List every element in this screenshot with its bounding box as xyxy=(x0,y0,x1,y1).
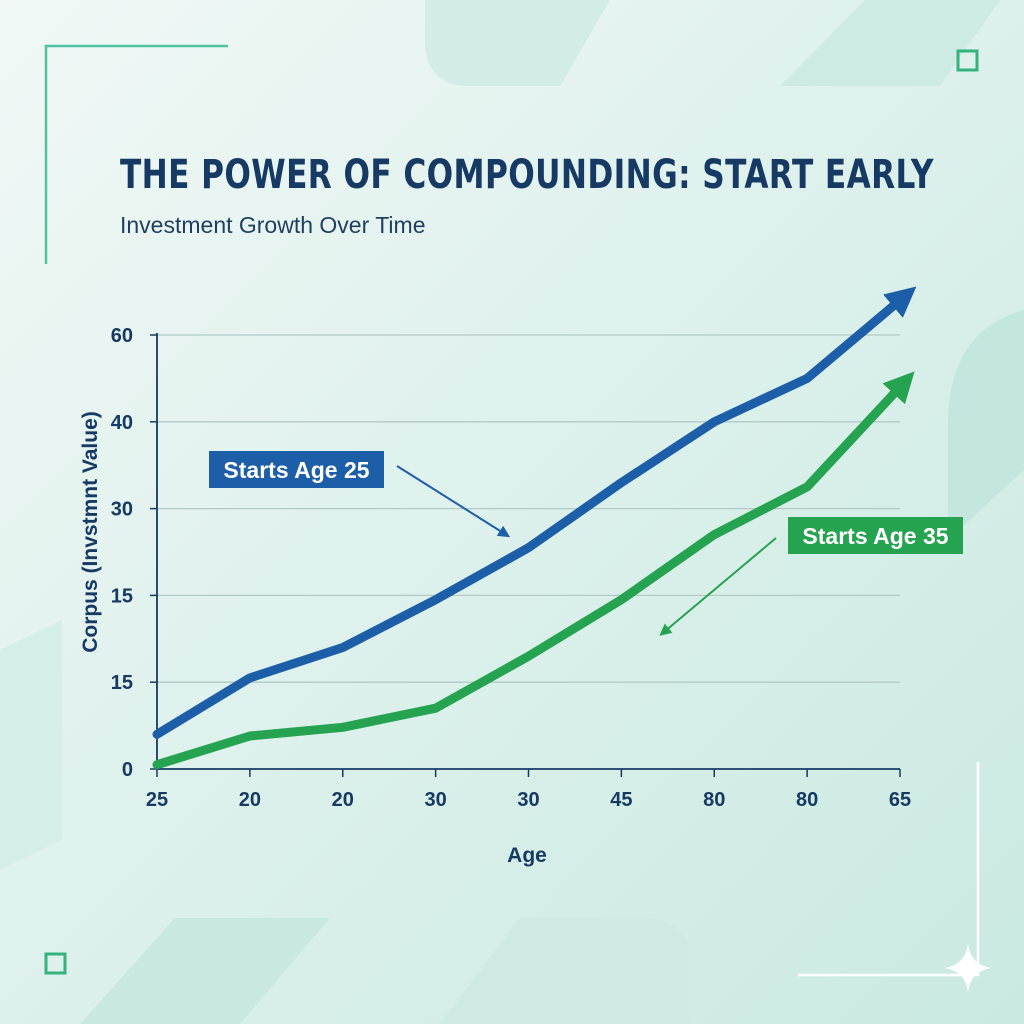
square-icon xyxy=(956,49,979,72)
background-shape-left xyxy=(0,620,62,870)
x-tick-label: 80 xyxy=(703,789,725,811)
background-shape-top-right xyxy=(780,0,1000,86)
data-point xyxy=(435,708,436,709)
corner-bracket-bottom-right xyxy=(798,762,980,977)
data-point xyxy=(342,727,343,728)
y-tick-label: 15 xyxy=(111,585,133,607)
x-tick-label: 20 xyxy=(332,789,354,811)
y-tick-label: 60 xyxy=(111,325,133,347)
x-tick-label: 25 xyxy=(146,789,168,811)
data-point xyxy=(157,764,158,765)
background-shape-top xyxy=(425,0,610,86)
gridlines xyxy=(157,334,900,683)
series-label-pointer xyxy=(659,537,777,636)
series-label: Starts Age 35 xyxy=(802,523,948,549)
series-line xyxy=(152,286,917,739)
data-point xyxy=(621,599,622,600)
x-tick-labels: 25 20 20 30 30 45 80 80 65 xyxy=(146,789,911,811)
background-shape-bottom-left xyxy=(80,918,330,1024)
data-point xyxy=(807,486,808,487)
series-label-box xyxy=(209,451,384,488)
data-point xyxy=(249,736,250,737)
background-shape-bottom xyxy=(440,918,690,1024)
data-point xyxy=(900,387,901,388)
data-point xyxy=(900,300,901,301)
series-labels: Starts Age 25 Starts Age 35 xyxy=(209,451,963,636)
chart-title: THE POWER OF COMPOUNDING: START EARLY xyxy=(120,152,934,198)
x-tick-label: 20 xyxy=(239,789,261,811)
y-tick-label: 40 xyxy=(111,412,133,434)
y-tick-label: 0 xyxy=(122,759,133,781)
x-tick-label: 30 xyxy=(425,789,447,811)
sparkle-icon xyxy=(944,943,992,993)
data-point xyxy=(342,647,343,648)
x-tick-label: 30 xyxy=(517,789,539,811)
data-point xyxy=(714,421,715,422)
data-point xyxy=(435,599,436,600)
background-shape-right xyxy=(948,310,1024,540)
series-label-pointer xyxy=(396,465,511,538)
axes xyxy=(150,333,901,777)
series-line xyxy=(152,371,915,770)
data-point xyxy=(621,482,622,483)
data-point xyxy=(714,534,715,535)
y-tick-label: 15 xyxy=(111,672,133,694)
data-point xyxy=(807,378,808,379)
series-label-box xyxy=(788,517,963,554)
x-tick-label: 80 xyxy=(796,789,818,811)
y-tick-label: 30 xyxy=(111,499,133,521)
square-icon xyxy=(44,952,67,975)
data-point xyxy=(528,656,529,657)
series-lines xyxy=(152,286,917,770)
chart-subtitle: Investment Growth Over Time xyxy=(120,212,426,238)
data-point xyxy=(528,547,529,548)
x-tick-label: 45 xyxy=(610,789,632,811)
y-axis-title: Corpus (Invstmnt Value) xyxy=(79,411,102,653)
y-tick-labels: 0 15 15 30 40 60 xyxy=(111,325,133,781)
data-point xyxy=(249,677,250,678)
corner-bracket-top-left xyxy=(44,44,228,264)
x-tick-label: 65 xyxy=(889,789,911,811)
series-label: Starts Age 25 xyxy=(223,457,369,483)
x-axis-title: Age xyxy=(507,844,547,867)
data-point xyxy=(157,734,158,735)
